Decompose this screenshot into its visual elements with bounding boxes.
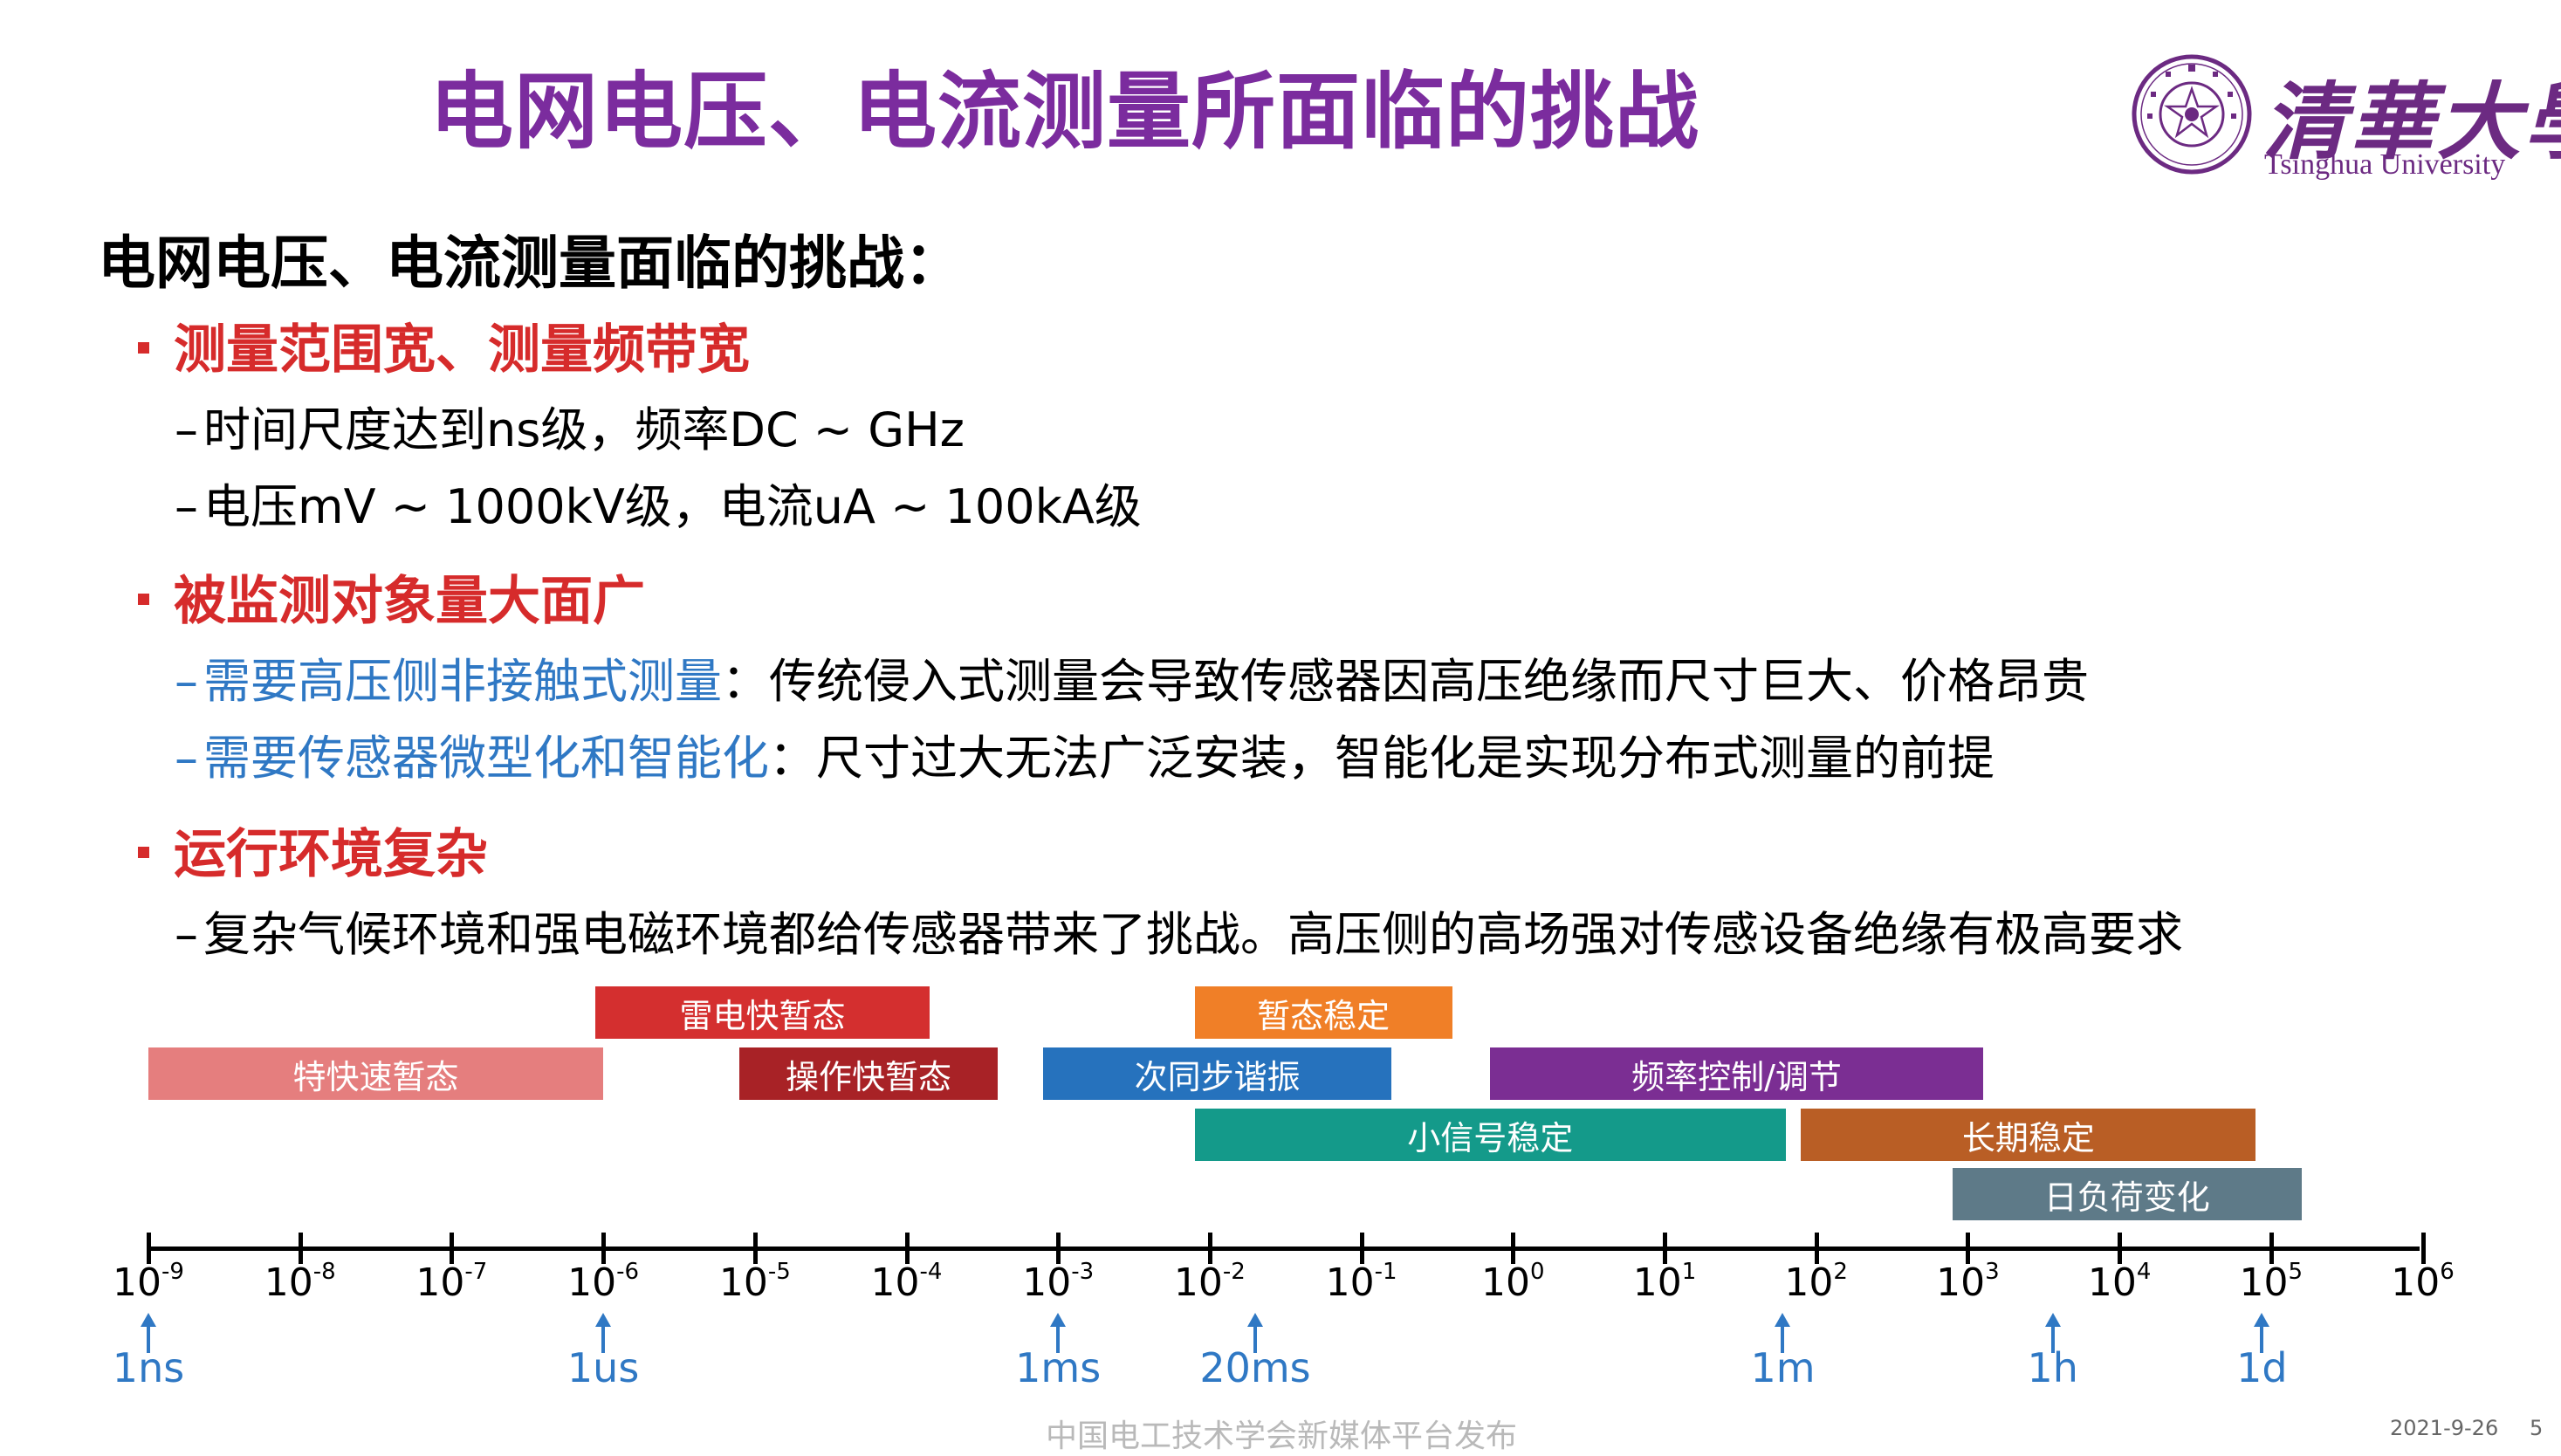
- up-arrow-icon: [1775, 1313, 1791, 1353]
- bullet-title-3: 运行环境复杂: [138, 812, 488, 888]
- axis-tick-label: 10-5: [718, 1259, 791, 1305]
- slide-date: 2021-9-26: [2390, 1416, 2499, 1440]
- phenomenon-bar: 小信号稳定: [1194, 1109, 1786, 1161]
- axis-tick: [1966, 1233, 1971, 1264]
- bullet-square-icon: [138, 341, 149, 354]
- axis-tick: [1511, 1233, 1516, 1264]
- axis-tick-label: 105: [2239, 1259, 2304, 1305]
- phenomenon-bar: 特快速暂态: [148, 1047, 604, 1100]
- unit-label: 20ms: [1199, 1344, 1311, 1391]
- phenomenon-bar: 雷电快暂态: [595, 986, 930, 1039]
- phenomenon-bar: 长期稳定: [1801, 1109, 2256, 1161]
- axis-tick-label: 103: [1936, 1259, 2000, 1305]
- axis-tick: [147, 1233, 151, 1264]
- axis-tick-label: 104: [2087, 1259, 2152, 1305]
- sub-item: – 电压mV ~ 1000kV级，电流uA ~ 100kA级: [175, 479, 1142, 534]
- phenomenon-bar: 频率控制/调节: [1490, 1047, 1983, 1100]
- bullet-title-2: 被监测对象量大面广: [138, 559, 645, 635]
- axis-tick: [298, 1233, 303, 1264]
- unit-label: 1d: [2236, 1344, 2288, 1391]
- axis-tick: [1207, 1233, 1212, 1264]
- axis-tick: [450, 1233, 455, 1264]
- axis-tick-label: 101: [1632, 1259, 1697, 1305]
- axis-tick-label: 106: [2391, 1259, 2455, 1305]
- unit-label: 1ns: [112, 1344, 185, 1391]
- phenomenon-bar: 操作快暂态: [739, 1047, 998, 1100]
- logo-english-name: Tsinghua University: [2264, 148, 2506, 181]
- axis-tick-label: 10-1: [1325, 1259, 1397, 1305]
- axis-tick: [2269, 1233, 2274, 1264]
- phenomenon-bar: 暂态稳定: [1194, 986, 1452, 1039]
- unit-label: 1m: [1750, 1344, 1816, 1391]
- axis-tick: [2118, 1233, 2123, 1264]
- tsinghua-logo: 清華大學 Tsinghua University: [2130, 52, 2561, 183]
- axis-tick: [904, 1233, 910, 1264]
- axis-tick-label: 10-6: [567, 1259, 640, 1305]
- up-arrow-icon: [2044, 1313, 2061, 1353]
- sub-item: – 时间尺度达到ns级，频率DC ~ GHz: [175, 402, 965, 457]
- logo-chinese-name: 清華大學: [2262, 72, 2561, 171]
- unit-label: 1ms: [1015, 1344, 1102, 1391]
- up-arrow-icon: [2254, 1313, 2270, 1353]
- axis-tick-label: 10-9: [113, 1259, 184, 1305]
- up-arrow-icon: [595, 1313, 612, 1353]
- unit-label: 1h: [2027, 1344, 2078, 1391]
- timeline-axis: [147, 1247, 2420, 1251]
- axis-tick: [1056, 1233, 1061, 1264]
- page-number: 5: [2530, 1416, 2544, 1440]
- sub-item: – 复杂气候环境和强电磁环境都给传感器带来了挑战。高压侧的高场强对传感设备绝缘有极…: [175, 907, 2183, 962]
- axis-tick: [2420, 1233, 2426, 1264]
- axis-tick-label: 102: [1784, 1259, 1848, 1305]
- axis-tick-label: 10-7: [415, 1259, 488, 1305]
- axis-tick: [601, 1233, 607, 1264]
- bullet-title-1: 测量范围宽、测量频带宽: [138, 307, 750, 383]
- sub-item: – 需要传感器微型化和智能化：尺寸过大无法广泛安装，智能化是实现分布式测量的前提: [175, 731, 1995, 786]
- axis-tick-label: 10-2: [1173, 1259, 1246, 1305]
- bullet-square-icon: [138, 846, 149, 858]
- phenomenon-bar: 日负荷变化: [1953, 1168, 2302, 1220]
- up-arrow-icon: [1050, 1313, 1067, 1353]
- bullet-square-icon: [138, 593, 149, 605]
- page-title: 电网电压、电流测量所面临的挑战: [429, 63, 1699, 161]
- sub-item: – 需要高压侧非接触式测量：传统侵入式测量会导致传感器因高压绝缘而尺寸巨大、价格昂…: [175, 654, 2089, 709]
- phenomenon-bar: 次同步谐振: [1042, 1047, 1392, 1100]
- axis-tick: [1814, 1233, 1819, 1264]
- axis-tick: [1663, 1233, 1667, 1264]
- axis-tick: [1359, 1233, 1364, 1264]
- axis-tick-label: 10-4: [870, 1259, 943, 1305]
- footer-publisher: 中国电工技术学会新媒体平台发布: [1046, 1418, 1518, 1454]
- axis-tick-label: 100: [1481, 1259, 1545, 1305]
- axis-tick-label: 10-8: [264, 1259, 336, 1305]
- up-arrow-icon: [141, 1313, 156, 1353]
- unit-label: 1us: [566, 1344, 640, 1391]
- up-arrow-icon: [1247, 1313, 1263, 1353]
- university-seal-icon: [2132, 54, 2252, 175]
- section-heading: 电网电压、电流测量面临的挑战：: [98, 230, 962, 297]
- axis-tick: [752, 1233, 758, 1264]
- axis-tick-label: 10-3: [1022, 1259, 1095, 1305]
